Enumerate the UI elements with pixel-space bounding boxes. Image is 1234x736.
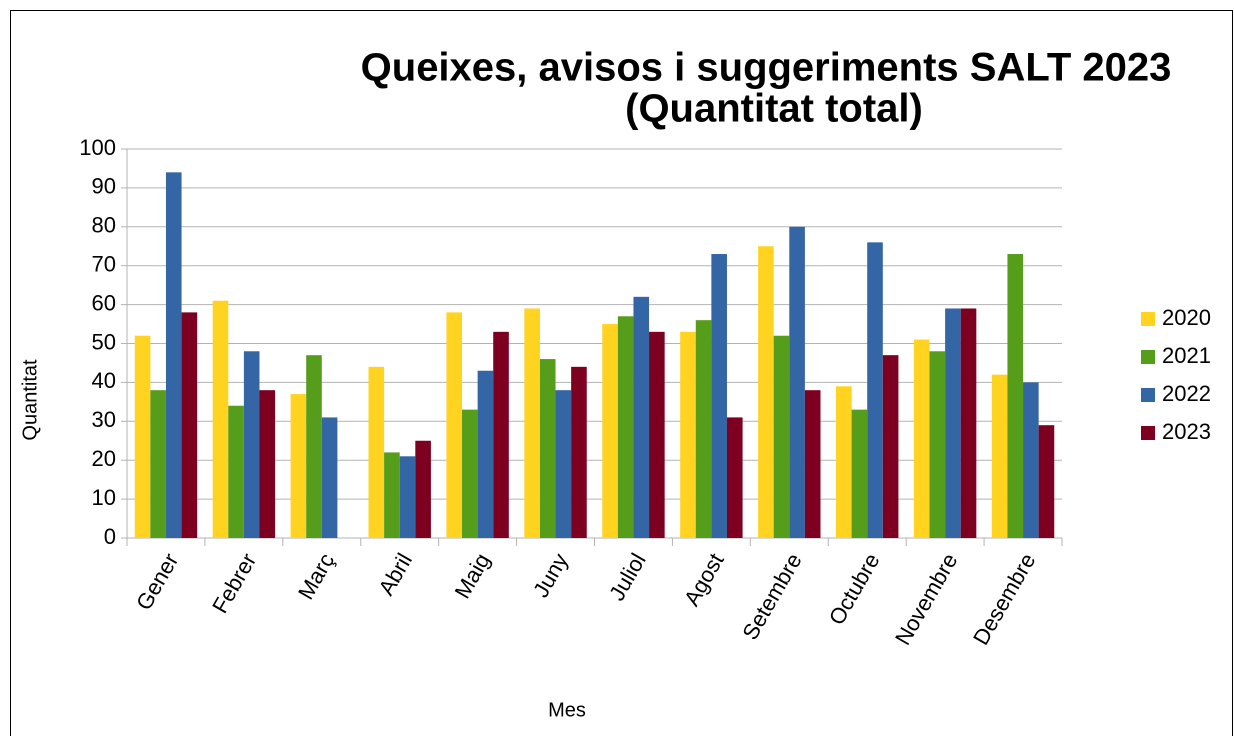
legend-label: 2023 [1162, 419, 1211, 444]
bar [945, 308, 961, 538]
bar [399, 456, 416, 538]
bar [929, 351, 946, 538]
bar [462, 409, 478, 538]
bar [882, 355, 899, 538]
bar [649, 331, 665, 538]
bar [1038, 425, 1055, 538]
bar [773, 335, 790, 538]
y-tick-label: 0 [104, 524, 116, 549]
bar [243, 351, 260, 538]
y-tick-label: 100 [79, 135, 116, 160]
bar [991, 374, 1008, 538]
y-axis-label: Quantitat [19, 359, 41, 441]
bar [150, 390, 166, 538]
bar [602, 324, 618, 538]
bar [711, 254, 727, 538]
x-axis-label: Mes [548, 699, 586, 721]
bar [836, 386, 852, 538]
bar [726, 417, 743, 538]
bar [804, 390, 821, 538]
bar [960, 308, 977, 538]
bar [633, 296, 650, 538]
bar [321, 417, 338, 538]
bar [1023, 382, 1039, 538]
y-tick-label: 70 [92, 252, 116, 277]
legend-label: 2021 [1162, 343, 1211, 368]
bar [1007, 254, 1024, 538]
bar [695, 320, 712, 538]
bar [524, 308, 540, 538]
bar [617, 316, 634, 538]
bar [446, 312, 463, 538]
chart-title: Queixes, avisos i suggeriments SALT 2023 [361, 46, 1172, 90]
bar [555, 390, 572, 538]
bar [867, 242, 883, 539]
y-tick-label: 20 [92, 446, 116, 471]
bar [165, 172, 182, 538]
y-tick-label: 30 [92, 407, 116, 432]
bar [913, 339, 930, 538]
legend-swatch [1141, 426, 1155, 440]
chart-subtitle: (Quantitat total) [625, 87, 923, 131]
bar [259, 390, 276, 538]
legend-swatch [1141, 388, 1155, 402]
legend-swatch [1141, 312, 1155, 326]
frame [10, 10, 1233, 736]
legend-label: 2022 [1162, 381, 1211, 406]
bar [851, 409, 868, 538]
bar [290, 394, 307, 538]
bar [134, 335, 151, 538]
y-tick-label: 90 [92, 174, 116, 199]
bar [415, 440, 431, 538]
bar [228, 405, 244, 538]
bar [384, 452, 400, 538]
y-tick-label: 10 [92, 485, 116, 510]
y-tick-label: 80 [92, 213, 116, 238]
y-tick-label: 60 [92, 290, 116, 315]
bar [758, 246, 774, 538]
bar [539, 359, 556, 538]
bar [306, 355, 322, 538]
y-tick-label: 50 [92, 329, 116, 354]
bar [493, 331, 509, 538]
bar [181, 312, 198, 538]
bar [680, 331, 696, 538]
bar [368, 366, 385, 538]
legend-label: 2020 [1162, 305, 1211, 330]
bar [212, 300, 229, 538]
y-tick-label: 40 [92, 368, 116, 393]
legend-swatch [1141, 350, 1155, 364]
bar [571, 366, 587, 538]
bar [789, 226, 805, 539]
bar [477, 370, 494, 538]
